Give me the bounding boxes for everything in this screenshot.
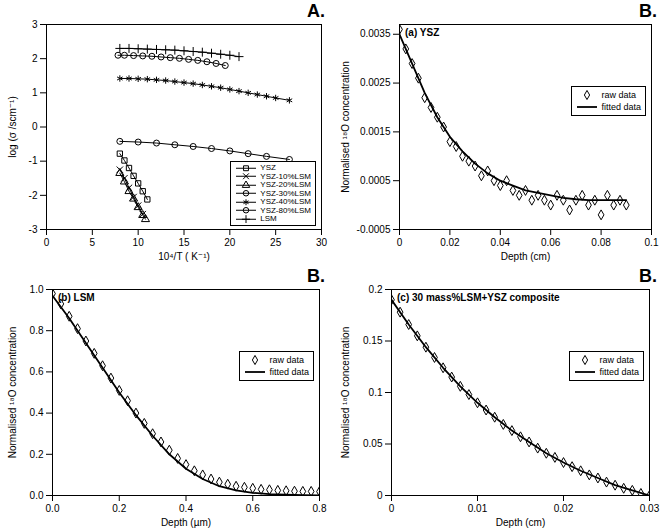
svg-text:0.2: 0.2	[369, 284, 383, 295]
svg-text:0.2: 0.2	[112, 503, 126, 514]
svg-text:30: 30	[316, 237, 328, 248]
html-text:YSZ-40%LSM: YSZ-40%LSM	[260, 197, 311, 207]
svg-text:0.1: 0.1	[369, 387, 383, 398]
html-text:YSZ-10%LSM: YSZ-10%LSM	[260, 171, 311, 181]
svg-text:1.0: 1.0	[30, 284, 44, 295]
svg-text:Depth (µm): Depth (µm)	[161, 517, 211, 528]
svg-text:0.05: 0.05	[363, 438, 383, 449]
svg-text:0.0005: 0.0005	[360, 175, 391, 186]
svg-text:0: 0	[44, 237, 50, 248]
svg-text:-3: -3	[29, 224, 38, 235]
svg-text:Normalised ¹⁸O concentration: Normalised ¹⁸O concentration	[7, 327, 18, 459]
html-text:raw data: raw data	[269, 355, 304, 365]
svg-text:0.01: 0.01	[468, 503, 488, 514]
html-text:B.: B.	[639, 266, 657, 286]
svg-text:0.0035: 0.0035	[360, 28, 391, 39]
svg-text:20: 20	[224, 237, 236, 248]
svg-text:0.02: 0.02	[554, 503, 574, 514]
svg-text:0.4: 0.4	[179, 503, 193, 514]
html-text:(b) LSM: (b) LSM	[58, 292, 95, 303]
svg-text:Depth (cm): Depth (cm)	[501, 251, 550, 262]
svg-text:15: 15	[178, 237, 190, 248]
svg-text:0: 0	[397, 237, 403, 248]
svg-text:0.0: 0.0	[46, 503, 60, 514]
svg-text:5: 5	[90, 237, 96, 248]
svg-text:0.02: 0.02	[440, 237, 460, 248]
html-text:YSZ: YSZ	[260, 163, 276, 173]
html-text:YSZ-80%LSM: YSZ-80%LSM	[260, 205, 311, 215]
svg-text:0.8: 0.8	[313, 503, 327, 514]
svg-text:0.2: 0.2	[30, 449, 44, 460]
svg-text:0.1: 0.1	[645, 237, 659, 248]
svg-text:-0.0005: -0.0005	[357, 224, 391, 235]
svg-text:0.0015: 0.0015	[360, 126, 391, 137]
html-text:raw data: raw data	[601, 90, 636, 100]
svg-text:2: 2	[32, 53, 38, 64]
svg-text:0.06: 0.06	[541, 237, 561, 248]
svg-text:0: 0	[32, 121, 38, 132]
html-text:B.: B.	[639, 1, 657, 21]
svg-text:0.04: 0.04	[491, 237, 511, 248]
html-text:fitted data: fitted data	[599, 367, 639, 377]
svg-text:log (σ /scm⁻¹): log (σ /scm⁻¹)	[7, 96, 18, 157]
html-text:fitted data: fitted data	[601, 102, 641, 112]
svg-text:0.6: 0.6	[246, 503, 260, 514]
svg-text:0: 0	[377, 490, 383, 501]
html-text:YSZ-30%LSM: YSZ-30%LSM	[260, 188, 311, 198]
svg-text:1: 1	[32, 87, 38, 98]
html-text:(c) 30 mass%LSM+YSZ composite: (c) 30 mass%LSM+YSZ composite	[397, 292, 560, 303]
html-text:(a) YSZ: (a) YSZ	[405, 27, 440, 38]
svg-text:10: 10	[133, 237, 145, 248]
svg-text:0.08: 0.08	[591, 237, 611, 248]
svg-text:Normalised ¹⁸O concentration: Normalised ¹⁸O concentration	[340, 61, 351, 193]
svg-text:0.0025: 0.0025	[360, 77, 391, 88]
svg-text:3: 3	[32, 19, 38, 30]
html-text:A.: A.	[307, 1, 325, 21]
html-text:LSM: LSM	[260, 214, 277, 224]
svg-text:-2: -2	[29, 190, 38, 201]
svg-text:0: 0	[389, 503, 395, 514]
svg-text:25: 25	[270, 237, 282, 248]
svg-text:Normalised ¹⁸O concentration: Normalised ¹⁸O concentration	[340, 327, 351, 459]
svg-text:0.6: 0.6	[30, 366, 44, 377]
html-text:B.: B.	[307, 266, 325, 286]
html-text:raw data: raw data	[599, 355, 634, 365]
svg-text:0.8: 0.8	[30, 325, 44, 336]
svg-text:0.15: 0.15	[363, 335, 383, 346]
svg-text:-1: -1	[29, 155, 38, 166]
svg-text:10⁴/T ( K⁻¹): 10⁴/T ( K⁻¹)	[158, 251, 210, 262]
html-text:YSZ-20%LSM: YSZ-20%LSM	[260, 180, 311, 190]
svg-text:0.03: 0.03	[640, 503, 660, 514]
svg-text:Depth (cm): Depth (cm)	[496, 517, 545, 528]
html-text:fitted data: fitted data	[269, 367, 309, 377]
svg-text:0.0: 0.0	[30, 490, 44, 501]
svg-text:0.4: 0.4	[30, 407, 44, 418]
